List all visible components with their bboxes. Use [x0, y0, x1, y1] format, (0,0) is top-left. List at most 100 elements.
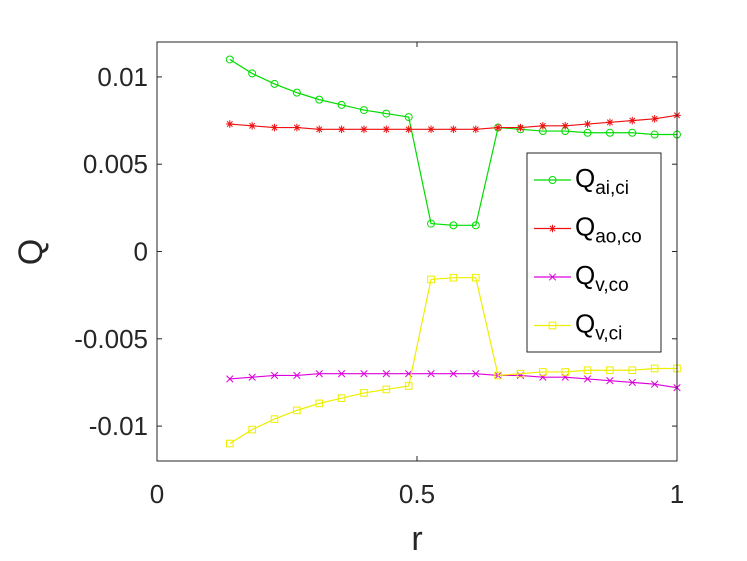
- data-point: [293, 371, 301, 380]
- data-point: [382, 385, 391, 394]
- data-point: [337, 100, 346, 109]
- legend-entry: Qv,co: [534, 260, 629, 296]
- series-line: [229, 277, 677, 445]
- data-point: [337, 370, 346, 378]
- data-point: [404, 113, 413, 122]
- data-point: [427, 219, 436, 228]
- data-point: [561, 368, 570, 376]
- data-point: [404, 125, 413, 134]
- legend-label: Qv,ci: [575, 309, 622, 345]
- data-point: [427, 370, 435, 378]
- data-point: [293, 123, 301, 132]
- legend-label-sub: v,co: [595, 275, 628, 296]
- legend-label-sub: v,ci: [595, 324, 622, 345]
- data-point: [628, 128, 637, 137]
- data-point: [650, 115, 659, 123]
- data-point: [539, 122, 547, 130]
- data-point: [628, 378, 636, 387]
- data-point: [270, 415, 279, 423]
- y-tick-label: 0: [134, 237, 148, 267]
- data-point: [449, 273, 458, 282]
- data-point: [650, 364, 659, 373]
- data-point: [248, 425, 256, 434]
- data-point: [337, 125, 346, 134]
- data-point: [248, 122, 256, 130]
- data-point: [583, 375, 592, 383]
- legend-marker: [548, 321, 557, 330]
- data-point: [494, 123, 502, 132]
- data-point: [628, 366, 637, 375]
- data-point: [270, 79, 279, 88]
- data-point: [292, 88, 301, 97]
- y-tick-label: -0.005: [74, 324, 148, 354]
- x-axis-label: r: [411, 520, 422, 558]
- data-point: [471, 125, 480, 134]
- legend-marker: [548, 273, 557, 281]
- data-point: [359, 106, 368, 115]
- data-point: [270, 123, 279, 132]
- data-point: [427, 275, 435, 284]
- data-point: [315, 95, 324, 104]
- legend-entry: Qv,ci: [534, 309, 622, 345]
- legend-marker: [548, 176, 557, 184]
- legend-label-sub: ao,co: [595, 227, 641, 248]
- legend-label: Qao,co: [575, 212, 642, 248]
- tick-layer: 0 0.5 1 -0.01 -0.005 0 0.005 0.01: [74, 42, 684, 509]
- legend-entry: Qai,ci: [534, 163, 629, 199]
- data-point: [315, 370, 323, 378]
- data-point: [449, 125, 458, 134]
- data-point: [427, 125, 435, 134]
- series-layer: [225, 55, 681, 448]
- data-point: [404, 382, 413, 390]
- data-point: [293, 406, 301, 415]
- legend-box: [526, 152, 662, 353]
- data-point: [650, 130, 659, 139]
- legend-label-main: Q: [575, 309, 595, 339]
- legend-label: Qai,ci: [575, 163, 629, 199]
- data-point: [225, 55, 234, 64]
- data-point: [561, 122, 569, 130]
- data-point: [226, 120, 234, 128]
- data-point: [382, 125, 391, 134]
- data-point: [583, 366, 592, 375]
- series-line: [229, 58, 677, 226]
- data-point: [449, 370, 458, 378]
- x-tick-label: 1: [670, 479, 684, 509]
- data-point: [516, 369, 525, 378]
- data-point: [471, 221, 480, 230]
- data-point: [360, 389, 368, 397]
- data-point: [494, 371, 502, 380]
- data-point: [226, 375, 234, 383]
- legend-label-main: Q: [575, 260, 595, 290]
- data-point: [248, 373, 256, 381]
- legend-label-sub: ai,ci: [595, 178, 629, 199]
- data-point: [337, 394, 346, 402]
- y-tick-label: -0.01: [89, 411, 148, 441]
- legend-entry: Qao,co: [534, 212, 642, 248]
- data-point: [583, 128, 592, 137]
- y-axis-label: Q: [12, 239, 50, 265]
- data-point: [606, 377, 614, 385]
- y-tick-label: 0.01: [97, 62, 148, 92]
- data-point: [539, 368, 547, 376]
- data-point: [606, 118, 614, 127]
- series-Q_ai,ci: [225, 55, 681, 230]
- data-point: [360, 125, 368, 134]
- data-point: [628, 116, 637, 125]
- data-point: [449, 221, 458, 230]
- legend-label-main: Q: [575, 212, 595, 242]
- data-point: [382, 109, 391, 118]
- data-point: [516, 123, 525, 132]
- data-point: [583, 120, 592, 128]
- legend-marker: [548, 224, 557, 233]
- data-point: [605, 128, 614, 137]
- legend-label-main: Q: [575, 163, 595, 193]
- data-point: [606, 366, 614, 375]
- data-point: [650, 380, 659, 388]
- data-point: [471, 273, 480, 282]
- data-point: [315, 125, 324, 134]
- x-tick-label: 0: [150, 479, 164, 509]
- data-point: [382, 370, 390, 378]
